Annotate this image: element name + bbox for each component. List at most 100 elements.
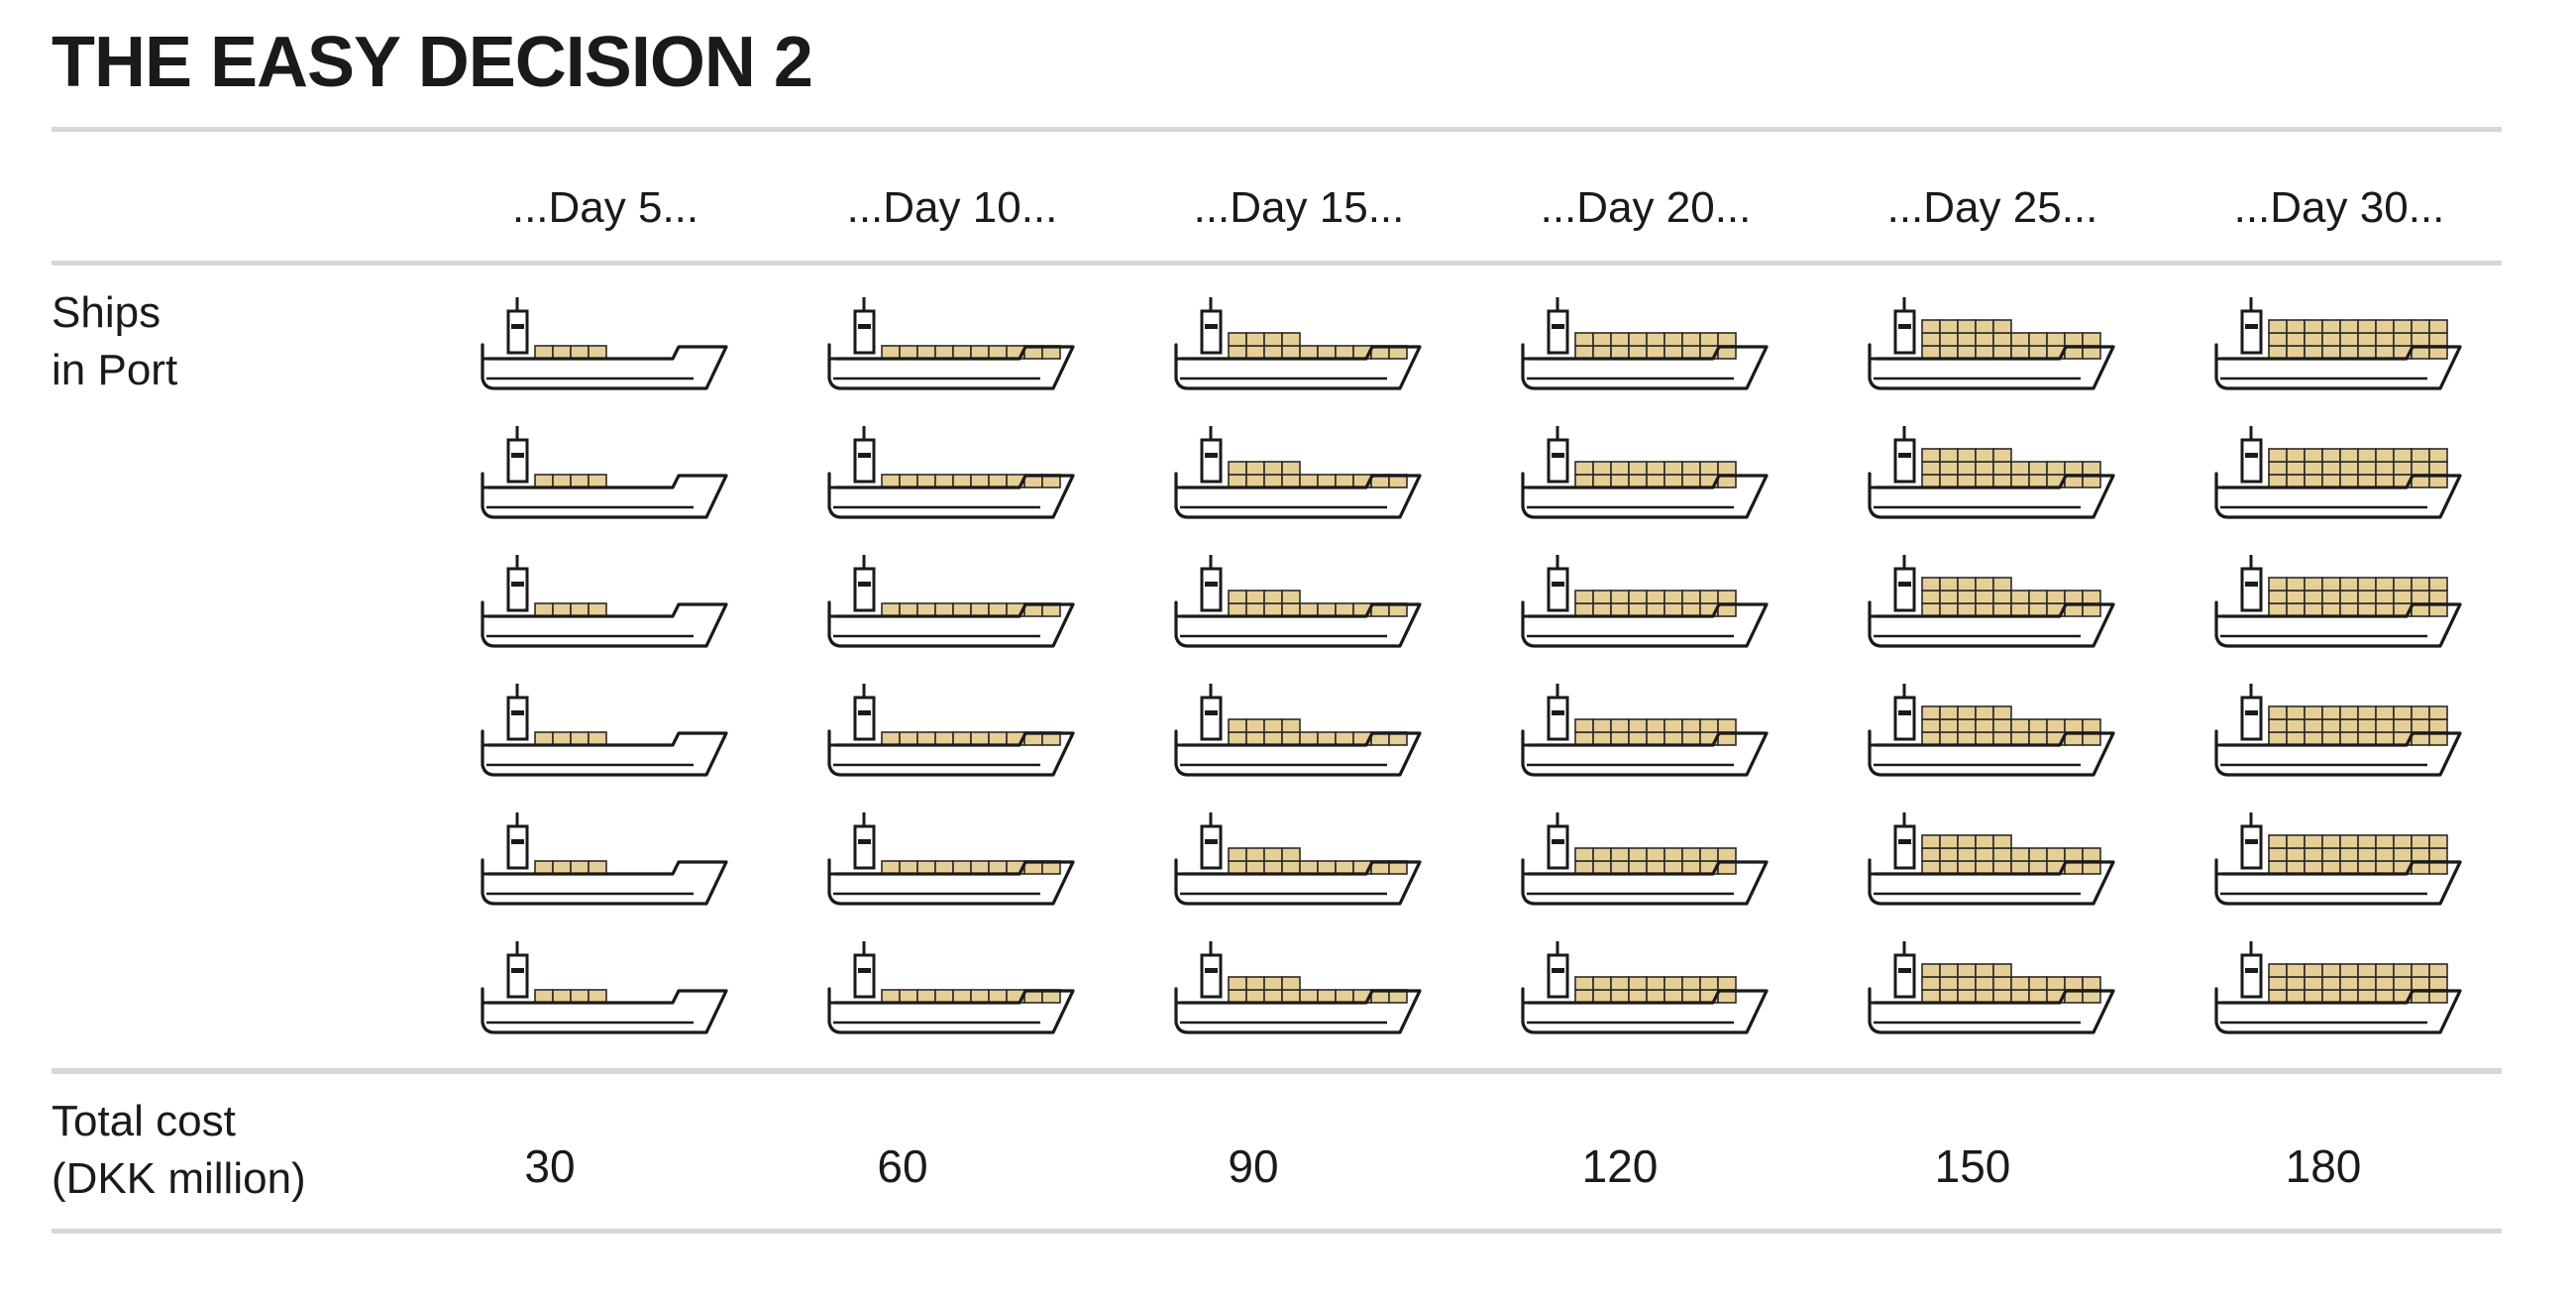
container-icon — [2268, 602, 2288, 617]
container-icon — [1717, 332, 1737, 347]
container-icon — [1335, 731, 1354, 746]
container-icon — [534, 860, 554, 875]
container-icon — [2028, 590, 2048, 604]
container-icon — [916, 474, 936, 488]
container-icon — [1245, 976, 1265, 991]
container-icon — [2375, 602, 2395, 617]
container-icon — [1921, 847, 1941, 862]
container-icon — [1957, 989, 1977, 1004]
hull-icon — [481, 472, 728, 519]
container-icon — [1992, 448, 2012, 463]
container-icon — [2321, 474, 2341, 488]
container-icon — [952, 989, 972, 1004]
container-icon — [2428, 332, 2448, 347]
container-icon — [2411, 976, 2430, 991]
ship-icon — [1174, 684, 1422, 777]
cost-label-line1: Total cost — [52, 1097, 236, 1145]
container-icon — [1939, 718, 1959, 733]
bridge-icon — [1200, 824, 1223, 870]
container-icon — [1664, 731, 1683, 746]
container-icon — [1921, 963, 1941, 978]
container-icon — [2393, 319, 2413, 334]
hull-icon — [1174, 858, 1422, 906]
container-icon — [2428, 718, 2448, 733]
bridge-icon — [853, 696, 876, 741]
container-icon — [1628, 332, 1648, 347]
hull-icon — [1521, 729, 1769, 777]
container-icon — [970, 345, 990, 360]
container-icon — [2393, 448, 2413, 463]
container-icon — [2428, 577, 2448, 592]
container-icon — [2064, 332, 2084, 347]
container-icon — [1975, 319, 1994, 334]
container-icon — [1628, 602, 1648, 617]
container-icon — [1628, 474, 1648, 488]
container-icon — [1245, 989, 1265, 1004]
container-icon — [1975, 461, 1994, 476]
container-icon — [1921, 989, 1941, 1004]
container-icon — [2428, 448, 2448, 463]
container-icon — [2321, 976, 2341, 991]
divider-top — [52, 127, 2502, 132]
container-icon — [1992, 860, 2012, 875]
container-icon — [1335, 989, 1354, 1004]
container-icon — [2028, 847, 2048, 862]
container-icon — [2321, 345, 2341, 360]
bridge-icon — [853, 567, 876, 612]
container-icon — [1628, 590, 1648, 604]
container-icon — [1245, 590, 1265, 604]
container-icon — [899, 989, 918, 1004]
container-icon — [1281, 989, 1301, 1004]
container-icon — [1681, 345, 1701, 360]
container-icon — [1939, 590, 1959, 604]
container-icon — [1957, 731, 1977, 746]
hull-icon — [2214, 858, 2462, 906]
container-icon — [2028, 461, 2048, 476]
hull-icon — [2214, 729, 2462, 777]
container-icon — [588, 731, 607, 746]
cost-value-day-25: 150 — [1934, 1140, 2011, 1192]
container-icon — [1921, 474, 1941, 488]
container-icon — [2304, 847, 2323, 862]
container-icon — [1992, 461, 2012, 476]
container-icon — [2046, 332, 2066, 347]
container-icon — [1228, 461, 1247, 476]
column-header-day-20: ...Day 20... — [1540, 183, 1752, 232]
column-header-day-15: ...Day 15... — [1193, 183, 1405, 232]
container-icon — [1610, 332, 1630, 347]
container-icon — [552, 602, 572, 617]
container-icon — [2357, 731, 2377, 746]
ships-label-line1: Ships — [52, 288, 161, 337]
bridge-icon — [853, 953, 876, 999]
container-icon — [570, 860, 590, 875]
container-icon — [916, 731, 936, 746]
container-icon — [2286, 705, 2306, 720]
container-icon — [534, 345, 554, 360]
container-icon — [588, 602, 607, 617]
container-icon — [2321, 731, 2341, 746]
container-icon — [570, 602, 590, 617]
container-icon — [570, 731, 590, 746]
container-icon — [1281, 332, 1301, 347]
container-icon — [2357, 474, 2377, 488]
container-icon — [2321, 577, 2341, 592]
ship-icon — [827, 684, 1075, 777]
container-icon — [1921, 705, 1941, 720]
container-icon — [2268, 731, 2288, 746]
container-icon — [2268, 461, 2288, 476]
container-icon — [1646, 590, 1665, 604]
hull-icon — [1868, 600, 2115, 648]
container-icon — [1975, 345, 1994, 360]
container-icon — [881, 474, 901, 488]
container-icon — [1592, 731, 1612, 746]
bridge-icon — [2240, 309, 2263, 355]
container-icon — [1646, 731, 1665, 746]
container-icon — [1717, 976, 1737, 991]
container-icon — [1992, 577, 2012, 592]
container-icon — [2010, 461, 2030, 476]
bridge-icon — [853, 824, 876, 870]
container-icon — [1664, 461, 1683, 476]
container-icon — [2304, 332, 2323, 347]
container-icon — [2375, 345, 2395, 360]
container-icon — [2375, 731, 2395, 746]
